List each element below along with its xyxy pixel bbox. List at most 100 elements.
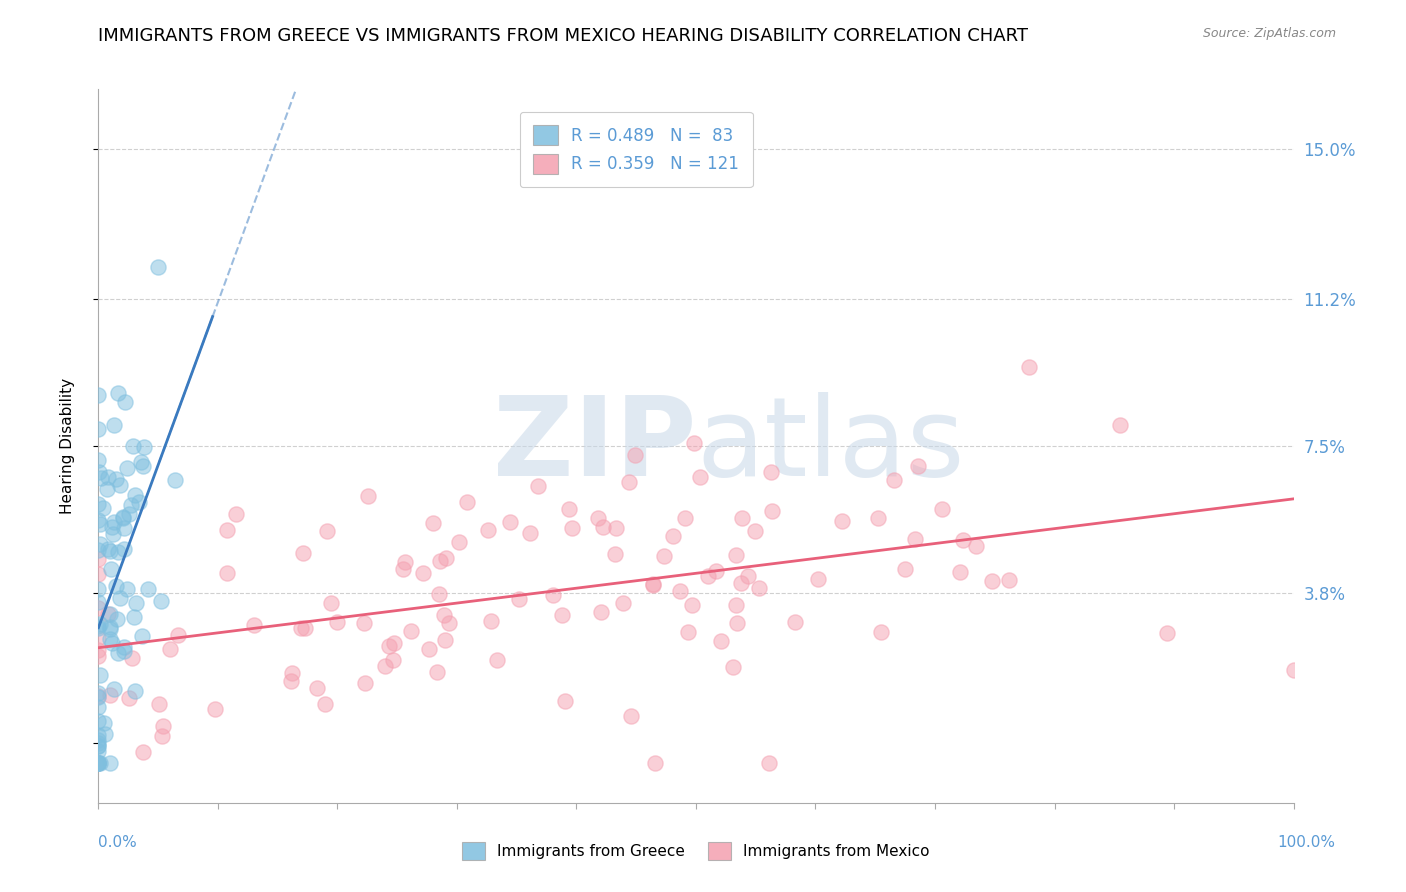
Point xyxy=(291,546,314,560)
Point xyxy=(128,494,150,508)
Point xyxy=(592,520,614,534)
Point xyxy=(314,698,336,712)
Point xyxy=(605,521,627,535)
Text: 0.0%: 0.0% xyxy=(98,836,138,850)
Point xyxy=(98,756,121,771)
Point xyxy=(551,607,574,622)
Point xyxy=(90,471,112,485)
Point xyxy=(125,596,148,610)
Point xyxy=(101,527,124,541)
Point xyxy=(591,606,613,620)
Text: ZIP: ZIP xyxy=(492,392,696,500)
Point xyxy=(118,507,141,521)
Point xyxy=(87,595,110,609)
Point xyxy=(437,615,460,630)
Point xyxy=(315,524,337,539)
Point xyxy=(617,475,640,489)
Point xyxy=(167,627,190,641)
Point xyxy=(87,756,110,771)
Point xyxy=(87,686,110,700)
Point xyxy=(91,500,114,515)
Point xyxy=(357,489,380,503)
Point xyxy=(101,520,124,534)
Point xyxy=(87,387,110,401)
Point xyxy=(449,534,471,549)
Text: atlas: atlas xyxy=(696,392,965,500)
Point xyxy=(114,395,136,409)
Point xyxy=(87,649,110,664)
Point xyxy=(883,474,905,488)
Point xyxy=(87,756,110,771)
Point xyxy=(807,572,830,586)
Point xyxy=(412,566,434,581)
Text: 100.0%: 100.0% xyxy=(1278,836,1336,850)
Point xyxy=(744,524,766,539)
Point xyxy=(561,521,583,535)
Point xyxy=(87,552,110,566)
Point xyxy=(108,591,131,606)
Point xyxy=(554,694,576,708)
Point xyxy=(111,511,134,525)
Point xyxy=(96,482,118,496)
Point xyxy=(87,690,110,705)
Point xyxy=(110,478,132,492)
Point xyxy=(87,756,110,771)
Point xyxy=(761,504,783,518)
Point xyxy=(730,575,752,590)
Point xyxy=(353,675,375,690)
Point xyxy=(131,455,153,469)
Point xyxy=(117,460,139,475)
Point xyxy=(721,659,744,673)
Point xyxy=(980,574,1002,589)
Point xyxy=(434,633,457,648)
Point xyxy=(87,453,110,467)
Point xyxy=(87,700,110,714)
Point xyxy=(124,488,146,502)
Point xyxy=(87,739,110,754)
Point xyxy=(87,496,110,510)
Point xyxy=(737,569,759,583)
Legend: Immigrants from Greece, Immigrants from Mexico: Immigrants from Greece, Immigrants from … xyxy=(456,836,936,866)
Point xyxy=(678,625,700,640)
Point xyxy=(100,562,122,576)
Point xyxy=(394,556,416,570)
Point xyxy=(93,716,115,731)
Point xyxy=(104,579,127,593)
Point xyxy=(204,702,226,716)
Text: Source: ZipAtlas.com: Source: ZipAtlas.com xyxy=(1202,27,1336,40)
Point xyxy=(100,635,122,649)
Point xyxy=(290,621,312,635)
Point xyxy=(641,577,664,591)
Y-axis label: Hearing Disability: Hearing Disability xyxy=(60,378,75,514)
Point xyxy=(89,616,111,631)
Point xyxy=(98,620,121,634)
Point xyxy=(136,582,159,596)
Point xyxy=(87,739,110,754)
Point xyxy=(87,735,110,749)
Point xyxy=(217,523,239,537)
Point xyxy=(422,516,444,531)
Point xyxy=(87,689,110,703)
Point xyxy=(526,479,548,493)
Point xyxy=(1109,418,1132,433)
Point xyxy=(120,498,142,512)
Point xyxy=(931,502,953,516)
Point xyxy=(112,644,135,658)
Point xyxy=(681,598,703,612)
Point xyxy=(429,554,451,568)
Point xyxy=(904,532,927,546)
Point xyxy=(112,521,135,535)
Point xyxy=(748,581,770,595)
Point xyxy=(87,422,110,436)
Point xyxy=(603,547,626,561)
Point xyxy=(725,616,748,631)
Point xyxy=(112,542,135,557)
Point xyxy=(477,523,499,537)
Point xyxy=(121,650,143,665)
Point xyxy=(97,542,120,557)
Point xyxy=(98,607,121,621)
Point xyxy=(418,641,440,656)
Point xyxy=(758,756,780,771)
Point xyxy=(682,436,704,450)
Point xyxy=(87,513,110,527)
